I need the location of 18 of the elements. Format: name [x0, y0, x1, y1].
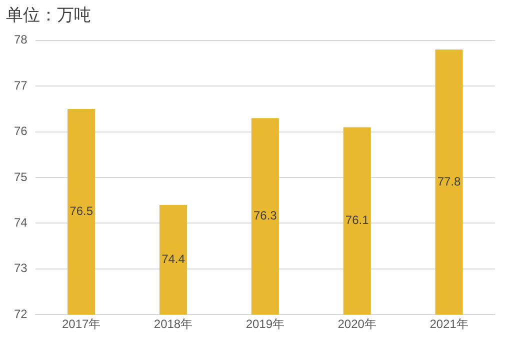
x-tick-label: 2019年 [246, 317, 285, 332]
data-label: 76.5 [70, 204, 94, 218]
y-tick-label: 77 [14, 78, 28, 92]
y-tick-label: 74 [14, 216, 28, 230]
data-label: 74.4 [162, 252, 186, 266]
y-tick-label: 73 [14, 261, 28, 276]
y-tick-label: 76 [14, 124, 28, 138]
x-tick-label: 2018年 [154, 317, 193, 332]
data-label: 77.8 [437, 174, 462, 188]
y-tick-label: 72 [14, 306, 28, 321]
y-tick-label: 75 [14, 170, 28, 184]
y-tick-label: 78 [14, 32, 28, 47]
data-label: 76.1 [345, 213, 370, 228]
data-label: 76.3 [253, 208, 278, 223]
chart-title: 单位：万吨 [6, 6, 91, 26]
x-tick-label: 2017年 [62, 317, 101, 332]
x-tick-label: 2020年 [338, 317, 376, 332]
x-tick-label: 2021年 [430, 317, 468, 332]
